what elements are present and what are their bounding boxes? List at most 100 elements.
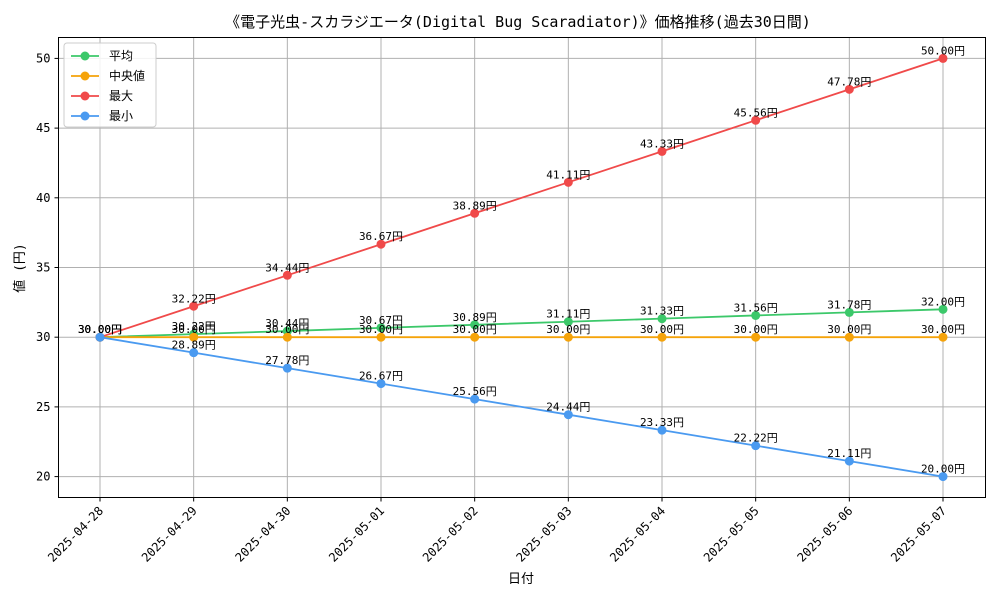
data-point — [189, 301, 199, 311]
x-tick-label: 2025-05-03 — [513, 504, 574, 565]
legend-label: 最小 — [109, 109, 133, 123]
data-label: 30.00円 — [172, 323, 216, 336]
y-tick-label: 35 — [36, 261, 50, 275]
x-tick-label: 2025-05-04 — [607, 504, 668, 565]
data-label: 31.56円 — [734, 301, 778, 314]
data-label: 30.44円 — [265, 317, 309, 330]
x-tick-label: 2025-04-29 — [139, 504, 200, 565]
data-label: 23.33円 — [640, 416, 684, 429]
data-label: 30.00円 — [78, 323, 122, 336]
data-point — [470, 320, 480, 330]
data-point — [657, 146, 667, 156]
x-axis: 2025-04-28 2025-04-29 2025-04-30 2025-05-01… — [45, 497, 949, 565]
data-label: 45.56円 — [734, 106, 778, 119]
data-label: 31.33円 — [640, 305, 684, 318]
data-point — [844, 332, 854, 342]
data-label: 47.78円 — [827, 75, 871, 88]
x-tick-label: 2025-05-02 — [420, 504, 481, 565]
data-label: 30.00円 — [78, 323, 122, 336]
data-label: 30.00円 — [453, 323, 497, 336]
data-point — [376, 323, 386, 333]
data-label: 30.00円 — [359, 323, 403, 336]
data-point — [938, 472, 948, 482]
data-label: 32.22円 — [172, 292, 216, 305]
data-point — [376, 379, 386, 389]
data-label: 32.00円 — [921, 295, 965, 308]
data-label: 30.00円 — [827, 323, 871, 336]
data-label: 41.11円 — [546, 168, 590, 181]
legend-label: 中央値 — [109, 68, 145, 83]
legend-marker — [80, 111, 90, 121]
legend-label: 平均 — [109, 49, 133, 63]
data-point — [751, 332, 761, 342]
data-label: 36.67円 — [359, 230, 403, 243]
x-axis-label: 日付 — [508, 572, 534, 587]
data-point — [938, 304, 948, 314]
data-point — [751, 310, 761, 320]
series-line-2 — [99, 57, 944, 339]
data-label: 38.89円 — [453, 199, 497, 212]
data-point — [470, 332, 480, 342]
series-line-3 — [99, 336, 944, 478]
data-point — [751, 441, 761, 451]
data-point — [563, 332, 573, 342]
series-line-0 — [99, 308, 944, 339]
data-label: 30.00円 — [78, 323, 122, 336]
data-point — [751, 115, 761, 125]
data-point — [938, 53, 948, 63]
data-point — [563, 177, 573, 187]
data-label: 24.44円 — [546, 401, 590, 414]
data-point — [189, 332, 199, 342]
chart-title: 《電子光虫-スカラジエータ(Digital Bug Scaradiator)》価… — [225, 13, 811, 31]
legend-marker — [80, 71, 90, 81]
data-label: 31.11円 — [546, 308, 590, 321]
data-point — [282, 332, 292, 342]
data-point — [376, 332, 386, 342]
data-point — [657, 332, 667, 342]
data-label: 34.44円 — [265, 261, 309, 274]
data-label: 28.89円 — [172, 339, 216, 352]
y-tick-label: 20 — [36, 470, 50, 484]
data-point — [844, 456, 854, 466]
x-tick-label: 2025-05-05 — [701, 504, 762, 565]
data-point — [282, 270, 292, 280]
data-label: 30.00円 — [78, 323, 122, 336]
x-tick-label: 2025-04-30 — [232, 504, 293, 565]
data-label: 22.22円 — [734, 432, 778, 445]
data-point — [470, 208, 480, 218]
legend-label: 最大 — [109, 89, 133, 103]
data-label: 21.11円 — [827, 447, 871, 460]
data-point — [470, 394, 480, 404]
legend-marker — [80, 91, 90, 101]
data-point — [189, 348, 199, 358]
data-point — [938, 332, 948, 342]
y-axis-label: 値 (円) — [12, 243, 28, 292]
data-label: 50.00円 — [921, 44, 965, 57]
data-label: 27.78円 — [265, 354, 309, 367]
y-tick-label: 30 — [36, 330, 50, 344]
data-point — [563, 410, 573, 420]
data-label: 43.33円 — [640, 137, 684, 150]
data-label: 30.00円 — [546, 323, 590, 336]
data-point — [376, 239, 386, 249]
grid-lines — [58, 37, 986, 498]
data-labels-layer: 30.00円 30.22円 30.44円 30.67円 30.89円 31.11円 31.3… — [78, 44, 965, 475]
series-layer — [95, 53, 948, 482]
x-tick-label: 2025-04-28 — [45, 504, 106, 565]
y-tick-label: 40 — [36, 191, 50, 205]
y-axis: 20 25 30 35 40 45 50 — [36, 51, 59, 484]
data-label: 30.00円 — [734, 323, 778, 336]
x-tick-label: 2025-05-06 — [794, 504, 855, 565]
data-point — [95, 332, 105, 342]
data-label: 31.78円 — [827, 298, 871, 311]
data-point — [844, 307, 854, 317]
y-tick-label: 45 — [36, 121, 50, 135]
data-point — [563, 317, 573, 327]
data-label: 30.00円 — [265, 323, 309, 336]
data-label: 30.67円 — [359, 314, 403, 327]
data-label: 26.67円 — [359, 370, 403, 383]
data-label: 30.00円 — [640, 323, 684, 336]
data-label: 25.56円 — [453, 385, 497, 398]
